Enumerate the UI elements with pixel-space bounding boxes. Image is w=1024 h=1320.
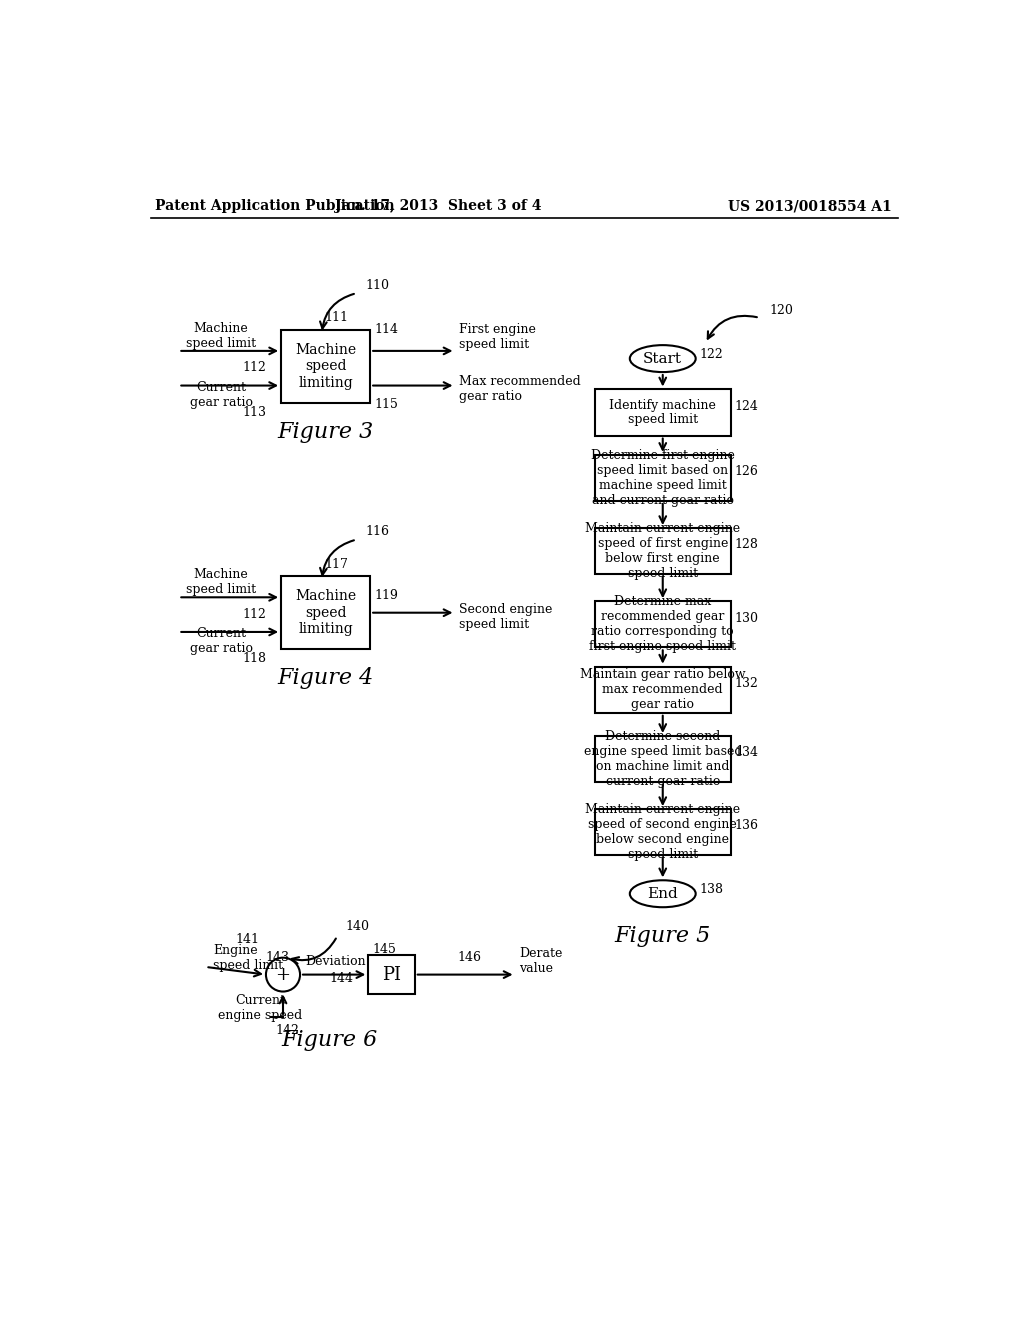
FancyBboxPatch shape <box>369 956 415 994</box>
Text: 118: 118 <box>243 652 266 665</box>
FancyBboxPatch shape <box>595 528 730 574</box>
FancyBboxPatch shape <box>595 667 730 713</box>
Text: 130: 130 <box>734 611 759 624</box>
Text: Patent Application Publication: Patent Application Publication <box>155 199 394 213</box>
Text: Machine
speed limit: Machine speed limit <box>186 568 256 595</box>
Text: 136: 136 <box>734 820 759 833</box>
Text: 116: 116 <box>366 525 390 539</box>
Text: Maintain current engine
speed of second engine
below second engine
speed limit: Maintain current engine speed of second … <box>585 803 740 861</box>
Text: 141: 141 <box>234 933 259 945</box>
Text: 115: 115 <box>374 399 398 412</box>
Text: 117: 117 <box>324 557 348 570</box>
Text: PI: PI <box>382 966 401 983</box>
Text: 132: 132 <box>734 677 759 690</box>
Text: 124: 124 <box>734 400 759 413</box>
Text: 142: 142 <box>275 1024 299 1038</box>
Text: 112: 112 <box>243 607 266 620</box>
Text: Maintain current engine
speed of first engine
below first engine
speed limit: Maintain current engine speed of first e… <box>585 523 740 579</box>
Text: 110: 110 <box>366 279 390 292</box>
Text: Figure 5: Figure 5 <box>614 925 711 948</box>
Text: 146: 146 <box>458 952 481 964</box>
Text: Machine
speed limit: Machine speed limit <box>186 322 256 350</box>
Text: Jan. 17, 2013  Sheet 3 of 4: Jan. 17, 2013 Sheet 3 of 4 <box>335 199 542 213</box>
FancyBboxPatch shape <box>595 389 730 436</box>
Text: Determine max
recommended gear
ratio corresponding to
first engine speed limit: Determine max recommended gear ratio cor… <box>589 595 736 653</box>
Text: Derate
value: Derate value <box>519 946 563 974</box>
Text: Start: Start <box>643 351 682 366</box>
Text: 138: 138 <box>699 883 724 896</box>
Text: Figure 3: Figure 3 <box>278 421 374 442</box>
Text: Identify machine
speed limit: Identify machine speed limit <box>609 399 716 426</box>
Text: First engine
speed limit: First engine speed limit <box>460 323 537 351</box>
FancyBboxPatch shape <box>281 576 371 649</box>
Text: +: + <box>275 966 291 983</box>
Text: 114: 114 <box>374 323 398 335</box>
FancyBboxPatch shape <box>281 330 371 403</box>
Text: End: End <box>647 887 678 900</box>
Text: 143: 143 <box>265 952 289 964</box>
Text: Deviation: Deviation <box>305 954 366 968</box>
FancyBboxPatch shape <box>595 601 730 647</box>
Text: Maintain gear ratio below
max recommended
gear ratio: Maintain gear ratio below max recommende… <box>580 668 745 711</box>
Text: Determine first engine
speed limit based on
machine speed limit
and current gear: Determine first engine speed limit based… <box>591 449 734 507</box>
Text: Figure 4: Figure 4 <box>278 667 374 689</box>
Text: 111: 111 <box>324 312 348 325</box>
Text: 119: 119 <box>374 589 398 602</box>
Ellipse shape <box>630 880 695 907</box>
Text: 122: 122 <box>699 348 723 362</box>
Text: US 2013/0018554 A1: US 2013/0018554 A1 <box>728 199 891 213</box>
Text: 144: 144 <box>330 972 353 985</box>
Text: Determine second
engine speed limit based
on machine limit and
current gear rati: Determine second engine speed limit base… <box>584 730 742 788</box>
FancyBboxPatch shape <box>595 455 730 502</box>
Text: 140: 140 <box>345 920 369 933</box>
Text: Current
engine speed: Current engine speed <box>218 994 302 1022</box>
Text: Max recommended
gear ratio: Max recommended gear ratio <box>460 375 581 404</box>
Ellipse shape <box>630 345 695 372</box>
Text: 128: 128 <box>734 539 759 552</box>
Text: Figure 6: Figure 6 <box>282 1030 378 1051</box>
Text: 112: 112 <box>243 362 266 375</box>
FancyBboxPatch shape <box>595 737 730 781</box>
Text: 113: 113 <box>243 407 266 418</box>
Text: 145: 145 <box>372 942 396 956</box>
Text: Second engine
speed limit: Second engine speed limit <box>460 602 553 631</box>
FancyBboxPatch shape <box>595 809 730 855</box>
Text: 126: 126 <box>734 465 759 478</box>
Text: Machine
speed
limiting: Machine speed limiting <box>295 590 356 636</box>
Text: Current
gear ratio: Current gear ratio <box>189 627 253 655</box>
Text: Current
gear ratio: Current gear ratio <box>189 380 253 409</box>
Text: Engine
speed limit: Engine speed limit <box>213 944 284 972</box>
Text: 134: 134 <box>734 746 759 759</box>
Text: Machine
speed
limiting: Machine speed limiting <box>295 343 356 389</box>
Text: 120: 120 <box>770 304 794 317</box>
